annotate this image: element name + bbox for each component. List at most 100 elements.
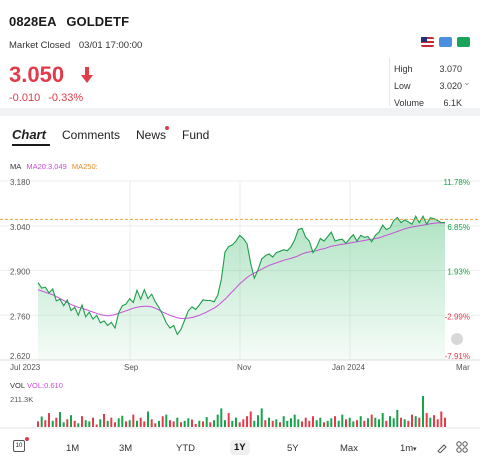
drawing-tool-icon[interactable] xyxy=(436,441,448,453)
news-badge xyxy=(165,126,169,130)
stat-low: Low 3.020 xyxy=(394,77,462,94)
volume-bar xyxy=(44,420,47,427)
volume-bar xyxy=(323,422,325,427)
market-timestamp: 03/01 17:00:00 xyxy=(78,40,143,51)
volume-bar xyxy=(392,418,395,427)
volume-bar xyxy=(396,409,399,427)
volume-bar xyxy=(59,412,61,427)
volume-bar xyxy=(176,417,179,427)
volume-bar xyxy=(315,420,318,427)
volume-bar xyxy=(363,420,366,427)
volume-bar xyxy=(114,422,116,427)
volume-bar xyxy=(264,420,267,427)
volume-bar xyxy=(444,417,446,427)
volume-bar xyxy=(286,420,289,427)
volume-bar xyxy=(172,421,175,427)
volume-bar xyxy=(429,417,432,427)
stat-value: 6.1K xyxy=(443,97,462,108)
volume-bar xyxy=(400,417,402,427)
market-status-label: Market Closed xyxy=(9,40,71,51)
volume-bar xyxy=(103,414,105,427)
volume-bar xyxy=(62,422,65,427)
y-tick-label: 2.900 xyxy=(10,268,31,277)
volume-bar xyxy=(198,420,201,427)
volume-bar xyxy=(403,419,406,428)
tab-news[interactable]: News xyxy=(136,128,167,142)
volume-bar xyxy=(356,420,358,427)
volume-bar xyxy=(341,414,344,427)
volume-bar xyxy=(95,424,98,427)
volume-bar xyxy=(407,420,410,427)
volume-bar xyxy=(374,417,377,427)
scroll-handle-icon[interactable] xyxy=(451,333,463,345)
calendar-icon[interactable]: 10 xyxy=(13,440,25,452)
down-arrow-icon xyxy=(81,67,93,83)
range-5y[interactable]: 5Y xyxy=(287,443,299,454)
volume-bar xyxy=(202,421,204,427)
volume-bar xyxy=(77,423,80,427)
volume-bar xyxy=(187,418,190,427)
volume-max-label: 211.3K xyxy=(10,395,33,404)
volume-bar xyxy=(290,418,292,427)
volume-bar xyxy=(143,421,146,427)
volume-bar xyxy=(235,417,237,427)
time-range-bar: 10 1M 3M YTD 1Y 5Y Max 1m ▾ xyxy=(0,434,480,462)
chevron-down-icon[interactable]: ⌄ xyxy=(463,77,471,87)
volume-bar xyxy=(55,417,58,427)
volume-bar xyxy=(106,420,109,427)
volume-bar xyxy=(304,417,307,427)
ma-indicator-row[interactable]: MA MA20:3.049 MA250: xyxy=(10,162,101,171)
layout-grid-icon[interactable] xyxy=(456,441,468,453)
hk-market-icon[interactable] xyxy=(439,37,452,47)
cn-market-icon[interactable] xyxy=(457,37,470,47)
range-1y[interactable]: 1Y xyxy=(230,440,250,455)
market-flags xyxy=(421,37,470,47)
tab-chart[interactable]: Chart xyxy=(12,127,46,142)
volume-bar xyxy=(125,421,127,427)
ma250-value: MA250: xyxy=(71,162,98,171)
volume-bar xyxy=(220,408,223,427)
interval-selector[interactable]: 1m xyxy=(400,443,414,454)
volume-bar xyxy=(433,415,435,427)
volume-bar xyxy=(436,419,439,428)
interval-caret-icon[interactable]: ▾ xyxy=(413,446,417,453)
volume-bar xyxy=(110,417,113,427)
volume-bar xyxy=(440,411,443,427)
price-chart[interactable]: 3.180 3.040 2.900 2.760 2.620 11.78% 6.85% 1.9… xyxy=(0,170,480,432)
volume-bar xyxy=(271,420,274,427)
range-1m[interactable]: 1M xyxy=(66,443,80,454)
price-area-fill xyxy=(38,216,445,360)
volume-bar xyxy=(348,417,351,427)
volume-bar xyxy=(128,420,131,427)
volume-bar xyxy=(150,419,153,428)
range-3m[interactable]: 3M xyxy=(119,443,133,454)
volume-bar xyxy=(136,420,138,427)
volume-bar xyxy=(411,414,413,427)
volume-bar xyxy=(242,419,245,428)
volume-bar xyxy=(359,416,362,427)
stat-value: 3.070 xyxy=(439,63,462,74)
volume-bar xyxy=(161,416,164,427)
y-tick-label: 3.040 xyxy=(10,223,31,232)
x-tick-label: Jul 2023 xyxy=(10,363,41,372)
quote-header: 0828EA GOLDETF Market Closed 03/01 17:00… xyxy=(0,0,480,108)
range-ytd[interactable]: YTD xyxy=(176,443,195,454)
volume-bar xyxy=(205,417,208,427)
ma20-line xyxy=(37,222,445,319)
us-flag-icon[interactable] xyxy=(421,37,434,47)
y-tick-label: 2.760 xyxy=(10,312,31,321)
content-tabs: Chart Comments News Fund xyxy=(0,124,480,150)
section-separator xyxy=(0,108,480,116)
volume-bar xyxy=(194,423,197,427)
volume-bar xyxy=(389,416,391,427)
quote-title: 0828EA GOLDETF xyxy=(9,14,135,29)
tab-comments[interactable]: Comments xyxy=(62,128,121,142)
volume-bar xyxy=(257,415,259,427)
market-status: Market Closed 03/01 17:00:00 xyxy=(9,40,148,51)
volume-bar xyxy=(268,417,270,427)
range-max[interactable]: Max xyxy=(340,443,358,454)
volume-bar xyxy=(139,417,142,427)
volume-bar xyxy=(81,416,83,427)
volume-bar xyxy=(183,420,186,427)
tab-fund[interactable]: Fund xyxy=(182,128,210,142)
